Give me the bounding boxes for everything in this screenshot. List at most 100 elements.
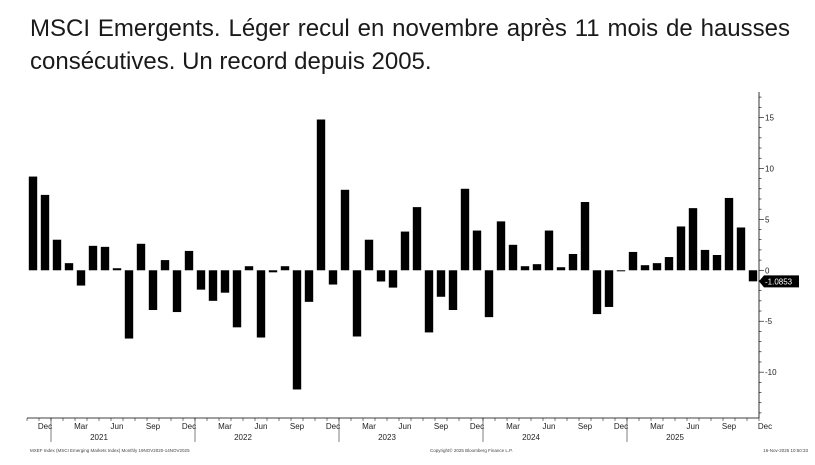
bar-14	[184, 250, 194, 271]
bar-15	[196, 270, 206, 290]
bar-16	[208, 270, 218, 301]
bar-30	[376, 270, 386, 282]
x-month-label: Mar	[362, 422, 376, 431]
bar-45	[556, 267, 566, 271]
x-month-label: Jun	[687, 422, 700, 431]
bar-49	[604, 270, 614, 307]
x-month-label: Jun	[111, 422, 124, 431]
bar-18	[232, 270, 242, 328]
bar-50	[616, 270, 626, 272]
bar-26	[328, 270, 338, 285]
bar-13	[172, 270, 182, 313]
bar-32	[400, 231, 410, 271]
x-month-label: Dec	[614, 422, 628, 431]
x-month-label: Jun	[399, 422, 412, 431]
bar-46	[568, 253, 578, 271]
bar-39	[484, 270, 494, 318]
x-month-label: Mar	[218, 422, 232, 431]
y-tick-label: 10	[765, 164, 774, 173]
last-value-label: -1.0853	[765, 277, 793, 286]
x-month-label: Dec	[758, 422, 772, 431]
bar-19	[244, 266, 254, 271]
bar-6	[88, 245, 98, 271]
bar-33	[412, 207, 422, 271]
y-tick-label: 5	[765, 215, 770, 224]
bar-51	[628, 251, 638, 271]
bar-3	[52, 239, 62, 271]
bar-34	[424, 270, 434, 333]
x-month-label: Jun	[543, 422, 556, 431]
bar-43	[532, 264, 542, 271]
bar-53	[652, 263, 662, 271]
bar-54	[664, 257, 674, 271]
footer-source: MXEF Index (MSCI Emerging Markets Index)…	[30, 448, 190, 453]
x-year-label: 2024	[522, 433, 540, 442]
x-month-label: Dec	[470, 422, 484, 431]
y-tick-label: -10	[765, 368, 777, 377]
bar-56	[688, 208, 698, 271]
bar-60	[736, 227, 746, 271]
x-year-label: 2022	[234, 433, 252, 442]
bar-25	[316, 119, 326, 271]
bar-23	[292, 270, 302, 390]
x-month-label: Sep	[578, 422, 593, 431]
x-month-label: Sep	[290, 422, 305, 431]
x-month-label: Sep	[146, 422, 161, 431]
bar-48	[592, 270, 602, 315]
bar-61	[748, 270, 758, 282]
bar-41	[508, 244, 518, 271]
footer-copyright: Copyright© 2025 Bloomberg Finance L.P.	[430, 447, 513, 453]
x-year-label: 2021	[90, 433, 108, 442]
x-month-label: Mar	[74, 422, 88, 431]
bar-1	[28, 176, 38, 271]
bar-21	[268, 270, 278, 273]
bar-47	[580, 202, 590, 271]
x-month-label: Jun	[255, 422, 268, 431]
bar-35	[436, 270, 446, 297]
x-month-label: Sep	[722, 422, 737, 431]
chart-footer: MXEF Index (MSCI Emerging Markets Index)…	[30, 447, 808, 453]
bar-57	[700, 249, 710, 271]
x-month-label: Mar	[506, 422, 520, 431]
y-tick-label: -5	[765, 317, 773, 326]
bar-27	[340, 189, 350, 271]
y-tick-label: 0	[765, 266, 770, 275]
bar-38	[472, 230, 482, 271]
bar-44	[544, 230, 554, 271]
bar-22	[280, 266, 290, 271]
bar-59	[724, 197, 734, 271]
bar-11	[148, 270, 158, 311]
chart-title: MSCI Emergents. Léger recul en novembre …	[30, 15, 790, 75]
bar-5	[76, 270, 86, 286]
last-value-label-group: -1.0853	[759, 275, 799, 288]
bar-28	[352, 270, 362, 337]
x-month-label: Dec	[326, 422, 340, 431]
bar-42	[520, 266, 530, 271]
bar-2	[40, 194, 50, 271]
bar-29	[364, 239, 374, 271]
bar-17	[220, 270, 230, 293]
last-value-box	[759, 275, 799, 288]
bar-36	[448, 270, 458, 311]
footer-timestamp: 16-Nov-2025 10:50:33	[763, 448, 808, 453]
bar-31	[388, 270, 398, 288]
bar-9	[124, 270, 134, 339]
bar-8	[112, 268, 122, 271]
bar-37	[460, 188, 470, 271]
bar-55	[676, 226, 686, 271]
x-year-label: 2023	[378, 433, 396, 442]
bar-12	[160, 260, 170, 271]
x-month-label: Sep	[434, 422, 449, 431]
x-month-label: Dec	[182, 422, 196, 431]
bars-group	[28, 119, 758, 390]
x-axis: Dec Mar Jun Sep Dec Mar Jun Sep Dec Mar Jun Sep Dec M…	[26, 417, 772, 442]
y-axis: 15 10 5 0 -5 -10	[758, 92, 777, 418]
bar-52	[640, 265, 650, 271]
bar-4	[64, 263, 74, 271]
bar-10	[136, 243, 146, 271]
x-month-label: Dec	[38, 422, 52, 431]
bar-40	[496, 221, 506, 271]
bar-7	[100, 246, 110, 271]
bar-24	[304, 270, 314, 302]
